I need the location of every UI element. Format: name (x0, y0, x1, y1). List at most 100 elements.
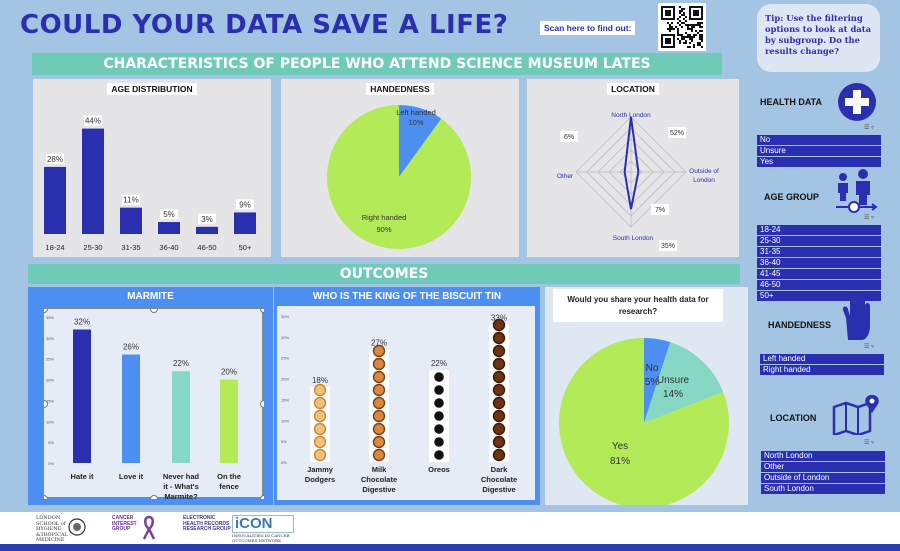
qr-module (685, 40, 687, 42)
data-label: 20% (221, 368, 237, 377)
data-label: 22% (431, 359, 447, 368)
radar-axis-label: London (693, 177, 715, 184)
section-heading-outcomes: OUTCOMES (28, 264, 740, 284)
qr-module (669, 26, 671, 28)
biscuit-mark (492, 409, 506, 423)
data-label: 18% (312, 376, 328, 385)
qr-module (667, 22, 669, 24)
slicer-option[interactable]: 41-45 (757, 269, 881, 279)
qr-module (695, 34, 697, 36)
y-tick-label: 35% (281, 314, 289, 319)
slicer-option[interactable]: Other (761, 462, 885, 472)
resize-handle[interactable] (260, 309, 265, 313)
page-title: COULD YOUR DATA SAVE A LIFE? (20, 10, 509, 40)
slicer-controls[interactable]: ☰ ▿ (864, 344, 875, 350)
pie-label-name: Right handed (362, 213, 407, 222)
slicer-option[interactable]: Outside of London (761, 473, 885, 483)
biscuit-mark (432, 383, 446, 397)
marmite-panel: MARMITE 0% 5% 10% 15% 20% 25% 30% 35% 32% 26% 22% 2… (28, 287, 273, 505)
x-tick-label: 46-50 (197, 243, 216, 252)
x-tick-label: Oreos (428, 465, 450, 474)
qr-module (691, 28, 693, 30)
slicer-option[interactable]: Unsure (757, 146, 881, 156)
lshtm-logo: LONDON SCHOOL of HYGIENE &TROPICAL MEDIC… (36, 515, 84, 544)
data-label: 6% (564, 134, 574, 141)
crest-icon (68, 518, 86, 536)
biscuit-mark (492, 357, 506, 371)
resize-handle[interactable] (150, 309, 158, 313)
age-bar (196, 226, 218, 234)
x-tick-label: Digestive (482, 485, 515, 494)
qr-module (691, 40, 693, 42)
qr-module (695, 24, 697, 26)
section-heading-characteristics: CHARACTERISTICS OF PEOPLE WHO ATTEND SCI… (32, 53, 722, 75)
resize-handle[interactable] (44, 309, 48, 313)
qr-module (685, 36, 687, 38)
slicer-option[interactable]: South London (761, 484, 885, 494)
health-data-heading: HEALTH DATA (760, 97, 822, 107)
biscuit-chart: 0%5%10%15%20%25%30%35%18%27%22%33%JammyD… (281, 313, 517, 494)
y-tick-label: 35% (46, 315, 54, 320)
y-tick-label: 5% (281, 439, 287, 444)
qr-module (677, 30, 679, 32)
data-label: 3% (201, 215, 213, 224)
age-bar (120, 207, 142, 234)
slicer-option[interactable]: 36-40 (757, 258, 881, 268)
pie-slice-left-handed (399, 105, 442, 177)
qr-module (681, 8, 683, 10)
qr-code[interactable] (658, 3, 706, 51)
biscuit-mark (372, 357, 386, 371)
slicer-option[interactable]: 25-30 (757, 236, 881, 246)
qr-module (671, 26, 673, 28)
qr-module (687, 36, 689, 38)
pie-label-value: 14% (663, 389, 683, 400)
slicer-option[interactable]: North London (761, 451, 885, 461)
slicer-option[interactable]: 46-50 (757, 280, 881, 290)
slicer-option[interactable]: Right handed (760, 365, 884, 375)
marmite-chart-frame[interactable]: 0% 5% 10% 15% 20% 25% 30% 35% 32% 26% 22% 20% Hate i… (43, 308, 265, 500)
slicer-option[interactable]: 18-24 (757, 225, 881, 235)
resize-handle[interactable] (150, 495, 158, 500)
qr-module (691, 30, 693, 32)
data-label-bg (46, 153, 64, 164)
resize-handle[interactable] (260, 495, 265, 500)
slicer-controls[interactable]: ☰ ▿ (864, 125, 875, 131)
slicer-option[interactable]: 50+ (757, 291, 881, 301)
qr-module (699, 26, 701, 28)
resize-handle[interactable] (44, 400, 48, 408)
slicer-controls[interactable]: ☰ ▿ (864, 440, 875, 446)
resize-handle[interactable] (44, 495, 48, 500)
data-label-bg (659, 240, 677, 251)
qr-module (679, 10, 681, 12)
resize-handle[interactable] (260, 400, 265, 408)
qr-module (687, 46, 689, 48)
age-bar (234, 212, 256, 234)
data-label: 44% (85, 117, 101, 126)
slicer-option[interactable]: Yes (757, 157, 881, 167)
qr-module (697, 42, 699, 44)
tip-bubble: Tip: Use the filtering options to look a… (757, 4, 880, 72)
biscuit-mark (432, 396, 446, 410)
y-tick-label: 30% (281, 335, 289, 340)
qr-module (689, 46, 691, 48)
qr-module (701, 34, 703, 36)
qr-module (691, 24, 693, 26)
age-distribution-panel: AGE DISTRIBUTION 28% 18-24 44% 25-30 11% 31-3… (33, 79, 271, 257)
radar-series (623, 116, 640, 210)
biscuit-mark (432, 422, 446, 436)
slicer-controls[interactable]: ☰ ▿ (864, 215, 875, 221)
slicer-option[interactable]: Left handed (760, 354, 884, 364)
x-tick-label: Marmite? (164, 492, 198, 499)
qr-module (687, 26, 689, 28)
slicer-option[interactable]: No (757, 135, 881, 145)
qr-module (669, 30, 671, 32)
data-label: 35% (661, 243, 675, 250)
qr-module (681, 14, 683, 16)
data-label: 26% (123, 343, 139, 352)
slicer-option[interactable]: 31-35 (757, 247, 881, 257)
biscuit-mark (492, 370, 506, 384)
y-tick-label: 30% (46, 336, 54, 341)
biscuit-mark (492, 318, 506, 332)
x-tick-label: Dark (491, 465, 509, 474)
qr-module (683, 8, 685, 10)
